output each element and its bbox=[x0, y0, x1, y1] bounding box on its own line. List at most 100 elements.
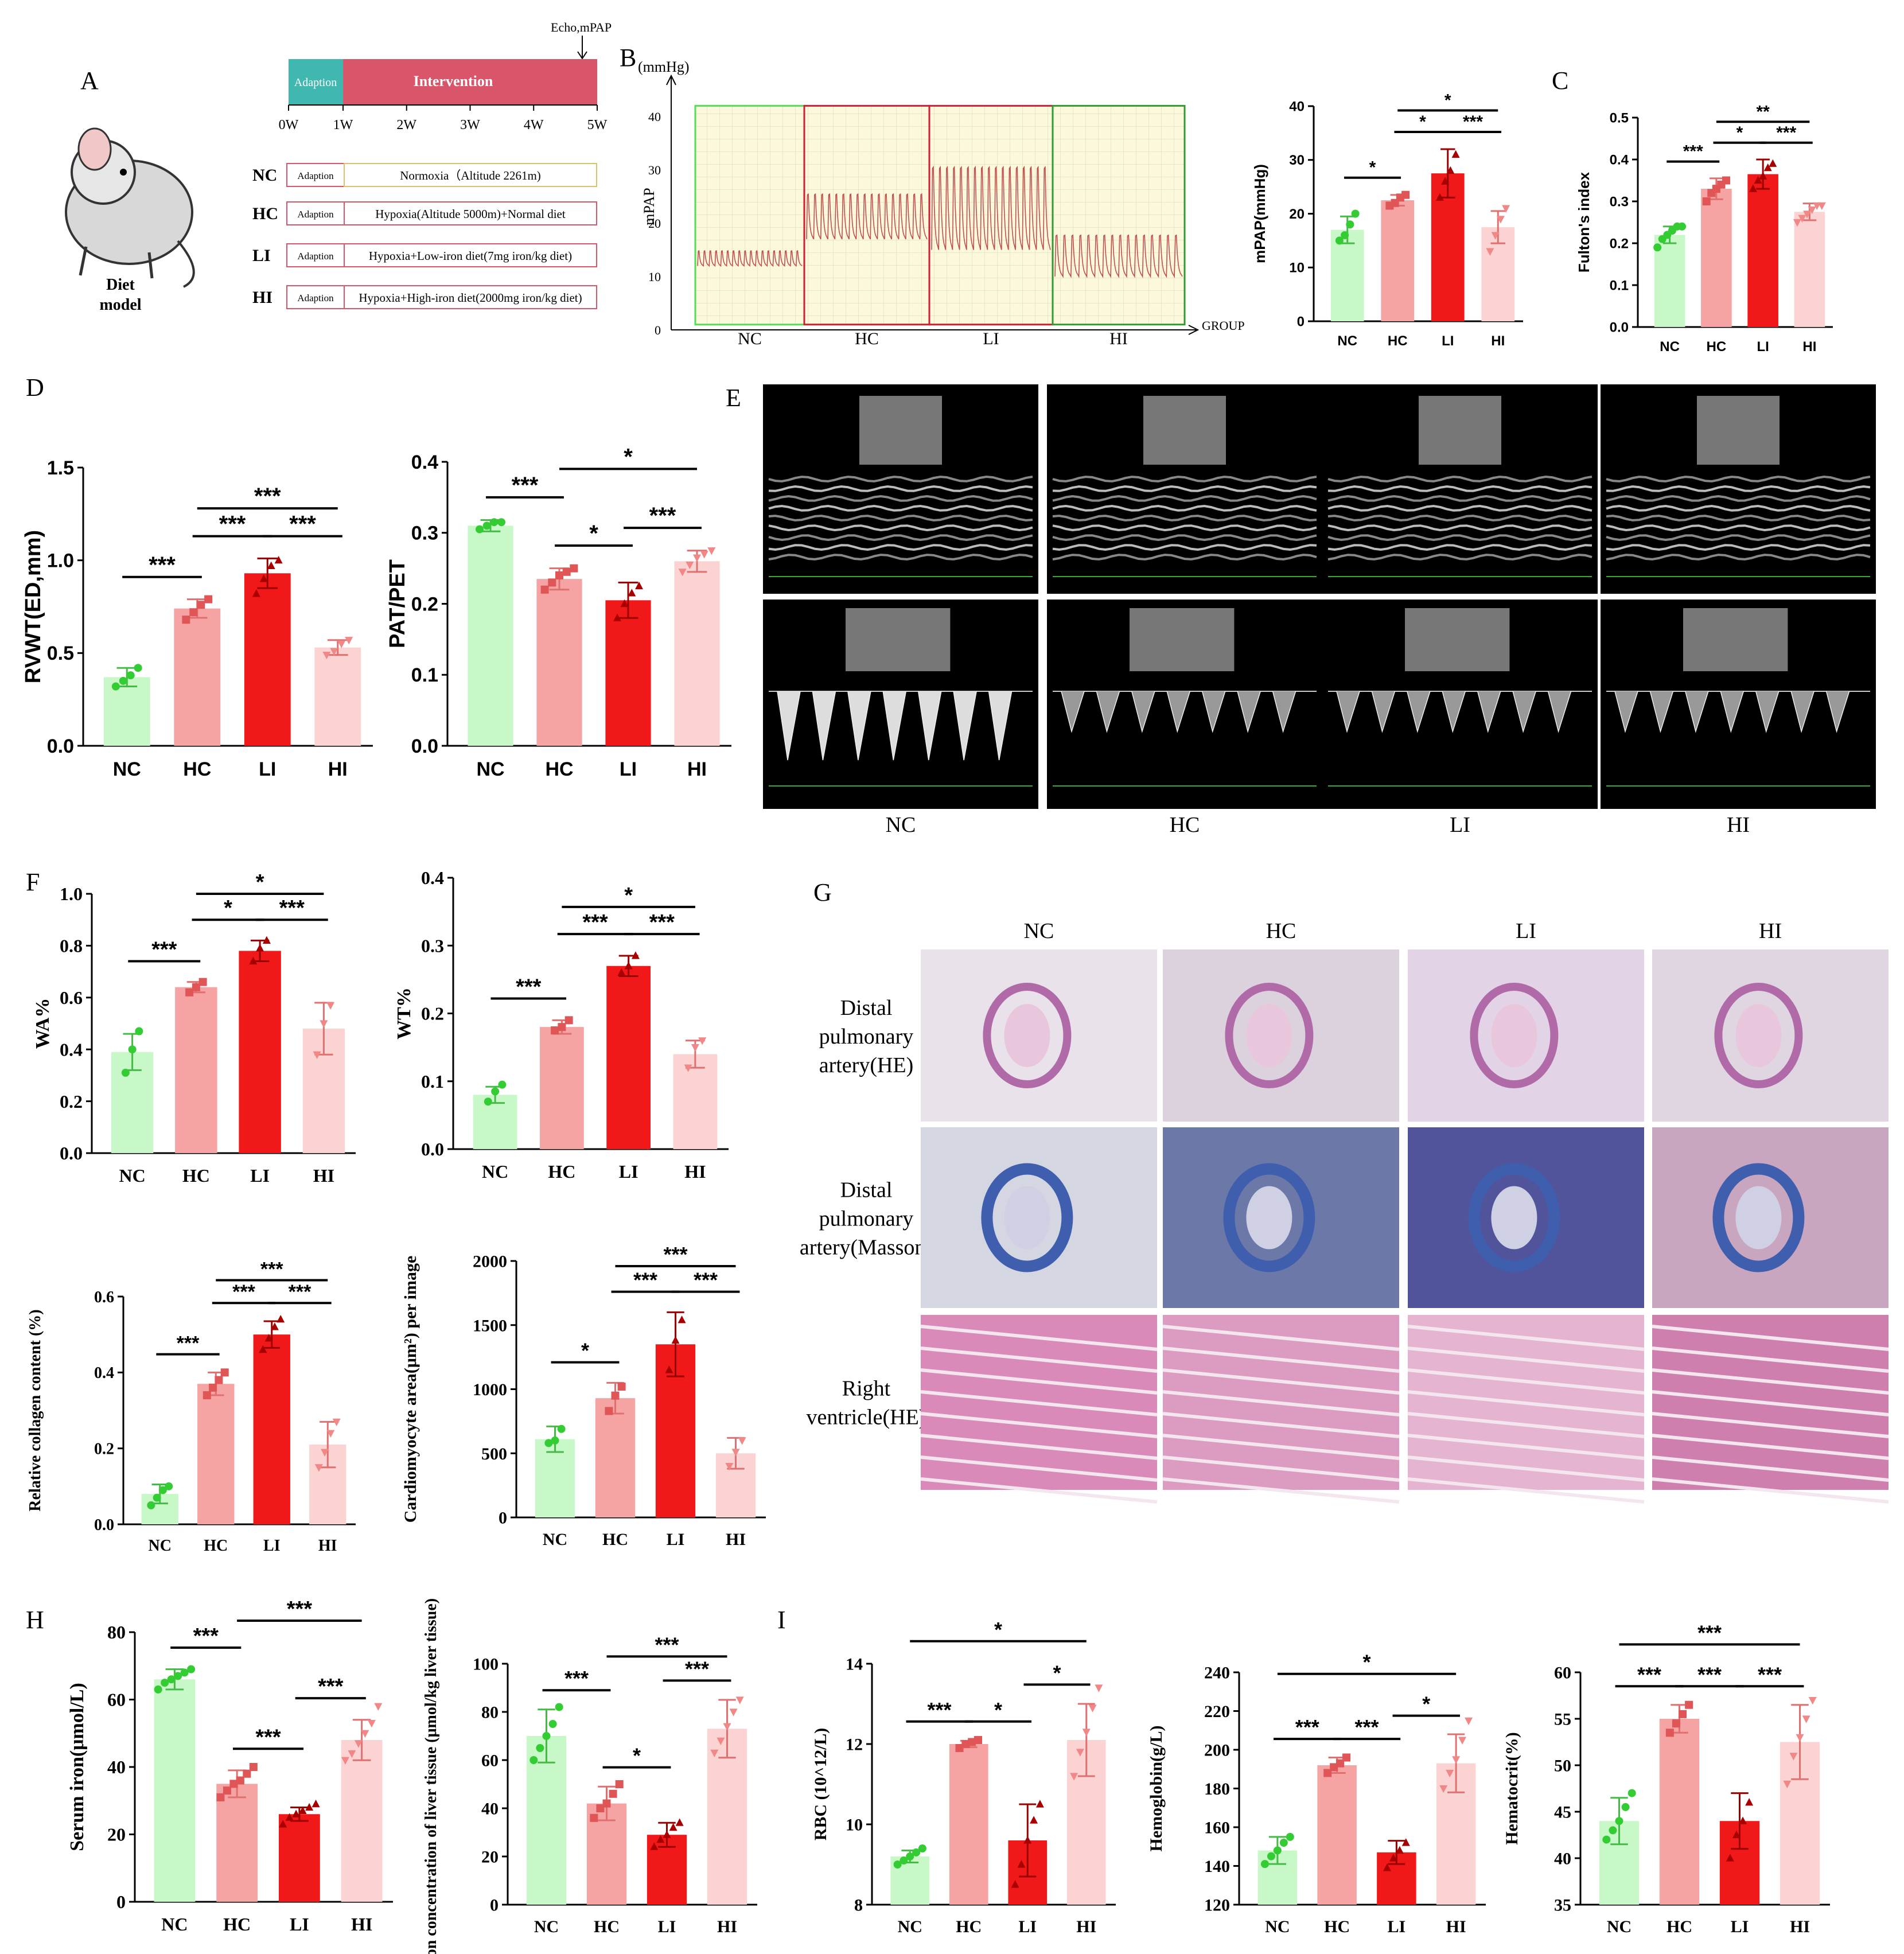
mpap-traces: (mmHg) GROUP mPAP 0 10 20 30 40 NC HC LI HI bbox=[638, 59, 1245, 348]
y-tick-label: 0.4 bbox=[1610, 152, 1629, 168]
data-point bbox=[204, 595, 213, 604]
histology-col-label: NC bbox=[1024, 919, 1054, 943]
y-tick-label: 0.2 bbox=[94, 1440, 114, 1458]
echo-mmode-band bbox=[1606, 485, 1871, 492]
data-point bbox=[174, 1672, 182, 1680]
y-axis-title: Hematocrit(%) bbox=[1502, 1732, 1521, 1845]
vessel-lumen bbox=[1491, 1004, 1537, 1067]
panel-label-b: B bbox=[620, 44, 636, 72]
echo-mmode-thumb bbox=[859, 396, 942, 465]
data-point bbox=[1732, 1830, 1741, 1839]
data-point bbox=[1395, 1846, 1404, 1854]
data-point bbox=[262, 936, 271, 944]
data-point bbox=[624, 962, 633, 970]
data-point bbox=[1808, 1697, 1817, 1705]
data-point bbox=[1609, 1826, 1617, 1835]
data-point bbox=[735, 1696, 744, 1704]
y-tick-label: 2000 bbox=[473, 1252, 507, 1271]
data-point bbox=[678, 1315, 686, 1324]
x-tick-label: HC bbox=[182, 1165, 210, 1186]
echo-mmode-thumb bbox=[1419, 396, 1501, 465]
myocardium-fiber-gap bbox=[1652, 1346, 1889, 1373]
trace-y-label: mPAP bbox=[641, 188, 657, 225]
data-point bbox=[1446, 166, 1455, 174]
data-point bbox=[1465, 1717, 1473, 1726]
data-point bbox=[354, 1740, 363, 1748]
data-point bbox=[322, 651, 331, 660]
sig-label: *** bbox=[255, 1725, 281, 1749]
echo-doppler-wave bbox=[1477, 691, 1501, 733]
data-point bbox=[675, 1818, 684, 1826]
data-point bbox=[1759, 172, 1767, 180]
week-label: 5W bbox=[587, 118, 608, 133]
data-point bbox=[182, 616, 190, 624]
vessel-lumen bbox=[1735, 1004, 1782, 1067]
chart-wt: 0.00.10.20.30.4WT%NC HC LI HI****** **** bbox=[394, 867, 729, 1182]
y-tick-label: 100 bbox=[473, 1655, 499, 1674]
y-tick-label: 1.0 bbox=[60, 883, 83, 904]
x-tick-label: HC bbox=[204, 1537, 228, 1555]
data-point bbox=[665, 1365, 673, 1373]
data-point bbox=[1665, 1729, 1674, 1737]
trace-group-label: NC bbox=[738, 329, 762, 348]
echo-mmode-band bbox=[1327, 495, 1592, 502]
data-point bbox=[180, 1668, 189, 1677]
y-tick-label: 0.1 bbox=[421, 1071, 444, 1092]
sig-label: *** bbox=[633, 1268, 657, 1292]
trace-y-ticks: 0 10 20 30 40 bbox=[648, 110, 661, 337]
myocardium-fiber-gap bbox=[1407, 1368, 1645, 1395]
echo-mmode-band bbox=[768, 475, 1033, 482]
echo-mmode-band bbox=[768, 524, 1033, 532]
data-point bbox=[729, 1708, 738, 1716]
panel-label-g: G bbox=[813, 878, 832, 906]
echo-col-label: LI bbox=[1450, 813, 1470, 837]
data-point bbox=[320, 1020, 328, 1028]
design-adaption-text: Adaption bbox=[297, 170, 334, 181]
week-label: 2W bbox=[396, 118, 416, 133]
echo-doppler-wave bbox=[1131, 691, 1155, 733]
data-point bbox=[259, 574, 268, 582]
sig-label: *** bbox=[512, 473, 539, 498]
data-point bbox=[270, 1322, 279, 1330]
echo-doppler-wave bbox=[917, 691, 942, 761]
echo-doppler-wave bbox=[1201, 691, 1226, 733]
trace-unit: (mmHg) bbox=[638, 59, 690, 75]
sig-label: * bbox=[624, 444, 633, 469]
x-tick-label: HC bbox=[1324, 1917, 1350, 1936]
echo-mmode-band bbox=[768, 534, 1033, 542]
design-rows: NC Adaption Normoxia（Altitude 2261m) HC Adap… bbox=[252, 163, 597, 309]
data-point bbox=[631, 951, 640, 959]
y-axis-title: Fulton's index bbox=[1575, 172, 1592, 273]
trace-box bbox=[694, 104, 805, 326]
sig-label: *** bbox=[260, 1259, 283, 1280]
data-point bbox=[590, 1813, 598, 1822]
design-adaption-text: Adaption bbox=[297, 209, 334, 220]
y-tick-label: 40 bbox=[107, 1757, 126, 1777]
data-point bbox=[570, 564, 578, 573]
data-point bbox=[686, 561, 694, 570]
data-point bbox=[229, 1780, 238, 1788]
data-point bbox=[669, 1823, 678, 1831]
data-point bbox=[1496, 216, 1505, 224]
vessel-wall bbox=[1714, 983, 1803, 1088]
sig-label: *** bbox=[232, 1281, 255, 1303]
design-treatment-text: Normoxia（Altitude 2261m) bbox=[400, 169, 541, 182]
data-point bbox=[341, 1757, 349, 1765]
data-point bbox=[615, 1780, 624, 1788]
y-tick-label: 180 bbox=[1204, 1780, 1230, 1799]
bar-hi bbox=[341, 1740, 383, 1902]
sig-label: *** bbox=[287, 1597, 313, 1621]
histology-row-label: Distal bbox=[840, 1178, 893, 1202]
data-point bbox=[1435, 193, 1444, 201]
data-point bbox=[313, 1051, 321, 1059]
y-tick-label: 0.3 bbox=[421, 935, 444, 956]
data-point bbox=[165, 1482, 173, 1490]
data-point bbox=[189, 608, 198, 617]
x-tick-label: HI bbox=[1076, 1917, 1096, 1936]
x-tick-label: NC bbox=[534, 1917, 559, 1936]
echo-doppler-thumb bbox=[1405, 608, 1510, 671]
echo-doppler-wave bbox=[1790, 691, 1815, 733]
data-point bbox=[698, 1037, 707, 1045]
trace-group-label: LI bbox=[983, 329, 999, 348]
data-point bbox=[1803, 211, 1812, 219]
